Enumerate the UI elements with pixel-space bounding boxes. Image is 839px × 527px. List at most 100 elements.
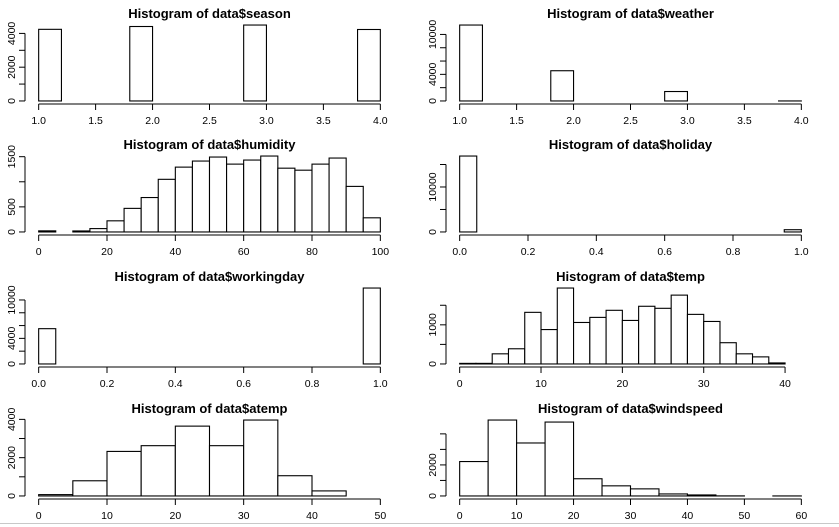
histogram-panel: Histogram of data$humidity 0 20 40 60 80 100 0 5… [6, 137, 389, 258]
x-tick-label: 0.0 [31, 378, 46, 390]
x-tick-label: 0.2 [100, 378, 115, 390]
histogram-bar [38, 494, 74, 497]
x-tick-label: 20 [617, 378, 629, 390]
histogram-bar [243, 24, 267, 102]
histogram-bar [72, 230, 91, 233]
chart-title: Histogram of data$holiday [549, 137, 713, 152]
histogram-bar [311, 163, 330, 233]
histogram-bar [459, 460, 489, 497]
x-tick-label: 100 [372, 246, 390, 258]
y-tick-label: 4000 [6, 22, 18, 46]
y-tick-label: 0 [6, 98, 18, 104]
histogram-bar [123, 207, 142, 233]
histogram-bar [72, 480, 108, 497]
window-bottom-edge [0, 523, 839, 524]
histogram-bar [106, 450, 142, 497]
histogram-bar [459, 24, 483, 102]
chart-title: Histogram of data$atemp [131, 401, 287, 416]
histogram-bar [658, 493, 688, 497]
histogram-bar [174, 425, 211, 497]
x-tick-label: 10 [511, 510, 523, 522]
y-tick-label: 0 [6, 493, 18, 499]
histogram-bar [38, 328, 57, 365]
histogram-bar [459, 155, 478, 233]
x-tick-label: 40 [779, 378, 791, 390]
histogram-bar [345, 185, 364, 233]
histogram-bar [362, 217, 381, 233]
x-tick-label: 1.0 [31, 115, 46, 127]
y-tick-label: 2000 [427, 453, 439, 477]
x-tick-label: 0 [457, 510, 463, 522]
y-tick-label: 10000 [427, 172, 439, 201]
chart-title: Histogram of data$humidity [124, 137, 297, 152]
x-tick-label: 30 [698, 378, 710, 390]
histogram-bar [719, 342, 737, 365]
chart-title: Histogram of data$temp [556, 269, 705, 284]
x-tick-label: 3.0 [259, 115, 274, 127]
x-tick-label: 1.0 [794, 246, 809, 258]
histogram-bar [491, 353, 510, 365]
histogram-bar [544, 421, 575, 497]
y-tick-label: 1500 [6, 145, 18, 169]
histogram-bar [140, 196, 159, 233]
x-tick-label: 0 [457, 378, 463, 390]
x-tick-label: 0.4 [589, 246, 604, 258]
y-tick-label: 10000 [6, 285, 18, 314]
y-tick-label: 4000 [6, 327, 18, 351]
x-tick-label: 0.4 [168, 378, 183, 390]
histogram-bar [475, 362, 493, 365]
histogram-bar [703, 320, 721, 365]
x-tick-label: 1.5 [88, 115, 103, 127]
histogram-bar [487, 419, 518, 497]
histogram-bar [550, 70, 575, 102]
y-tick-label: 4000 [427, 63, 439, 87]
x-tick-label: 2.0 [566, 115, 581, 127]
histogram-bar [573, 478, 603, 497]
histogram-bar [629, 488, 660, 497]
histogram-bar [589, 316, 607, 365]
histogram-bar [208, 445, 245, 497]
histogram-bar [686, 313, 705, 365]
histogram-panel: Histogram of data$temp 0 10 20 30 40 0 1000 [427, 269, 791, 390]
x-tick-label: 10 [535, 378, 547, 390]
chart-title: Histogram of data$weather [547, 6, 714, 21]
histogram-bar [174, 166, 193, 233]
y-tick-label: 0 [427, 98, 439, 104]
x-tick-label: 2.5 [202, 115, 217, 127]
x-tick-label: 1.0 [373, 378, 388, 390]
x-tick-label: 40 [169, 246, 181, 258]
histogram-panel: Histogram of data$workingday 0.0 0.2 0.4 0.6… [6, 269, 388, 390]
histogram-bar [277, 475, 313, 497]
histogram-bar [573, 321, 591, 365]
histogram-bar [654, 307, 672, 365]
x-tick-label: 3.0 [680, 115, 695, 127]
histogram-bar [524, 311, 542, 365]
y-tick-label: 0 [6, 229, 18, 235]
histogram-bar [783, 229, 802, 233]
histogram-bar [243, 159, 262, 233]
chart-title: Histogram of data$season [128, 6, 291, 21]
x-tick-label: 60 [238, 246, 250, 258]
histogram-bar [601, 485, 632, 497]
x-tick-label: 0.2 [521, 246, 536, 258]
x-tick-label: 0.6 [657, 246, 672, 258]
y-tick-label: 0 [427, 493, 439, 499]
histogram-bar [208, 156, 228, 233]
x-tick-label: 20 [568, 510, 580, 522]
y-tick-label: 2000 [6, 446, 18, 470]
histogram-bar [768, 362, 786, 365]
histogram-bar [157, 178, 176, 233]
y-tick-label: 4000 [6, 408, 18, 432]
histogram-bar [294, 169, 313, 233]
chart-title: Histogram of data$workingday [115, 269, 306, 284]
histogram-bar [38, 230, 57, 233]
x-tick-label: 30 [238, 510, 250, 522]
x-tick-label: 20 [169, 510, 181, 522]
histogram-bar [459, 362, 477, 365]
histogram-bar [638, 305, 656, 365]
histogram-bar [516, 442, 546, 497]
y-tick-label: 0 [427, 361, 439, 367]
histogram-bar [89, 228, 108, 233]
histogram-bar [362, 287, 381, 365]
